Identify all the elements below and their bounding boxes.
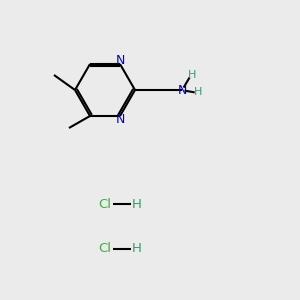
Text: H: H bbox=[194, 87, 202, 98]
Text: H: H bbox=[132, 197, 141, 211]
Text: N: N bbox=[115, 113, 125, 126]
Text: Cl: Cl bbox=[98, 242, 112, 256]
Text: N: N bbox=[177, 83, 187, 97]
Text: H: H bbox=[188, 70, 196, 80]
Text: N: N bbox=[115, 54, 125, 67]
Text: Cl: Cl bbox=[98, 197, 112, 211]
Text: H: H bbox=[132, 242, 141, 256]
